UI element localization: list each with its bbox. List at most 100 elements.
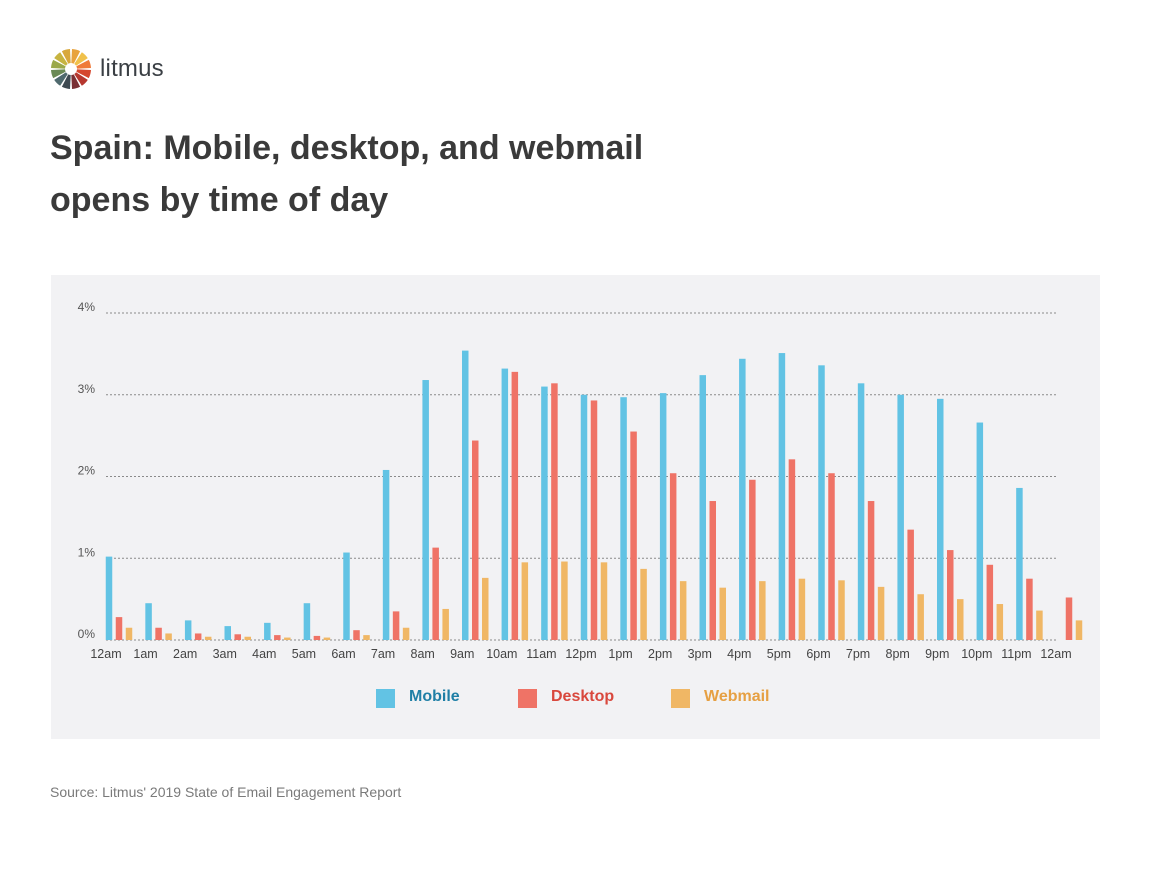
bar-mobile bbox=[857, 383, 865, 640]
y-tick-label: 0% bbox=[78, 627, 96, 641]
bar-webmail bbox=[917, 594, 924, 640]
bar-mobile bbox=[501, 368, 509, 640]
bar-desktop bbox=[947, 550, 954, 640]
bar-webmail bbox=[442, 608, 449, 640]
bar-webmail bbox=[204, 636, 212, 640]
x-tick-label: 11am bbox=[526, 647, 556, 661]
chart-title: Spain: Mobile, desktop, and webmail open… bbox=[50, 122, 750, 226]
bar-mobile bbox=[818, 365, 825, 640]
bar-webmail bbox=[402, 627, 410, 640]
bar-desktop bbox=[313, 635, 321, 640]
bar-desktop bbox=[669, 473, 677, 640]
brand-name: litmus bbox=[100, 55, 164, 82]
bar-desktop bbox=[788, 459, 796, 640]
bar-desktop bbox=[907, 529, 914, 640]
x-tick-label: 6pm bbox=[806, 647, 830, 661]
bar-webmail bbox=[1036, 610, 1043, 640]
bar-mobile bbox=[422, 380, 429, 640]
bar-chart: 0% 1% 2% 3% 4% 12am 1am 2am 3am 4am 5am 6am 7am 8am 9a… bbox=[78, 300, 1083, 708]
bar-mobile bbox=[264, 622, 271, 640]
bar-mobile bbox=[303, 603, 311, 640]
bar-mobile bbox=[343, 552, 350, 640]
x-tick-label: 7pm bbox=[846, 647, 870, 661]
x-tick-label: 8pm bbox=[886, 647, 910, 661]
x-tick-label: 12pm bbox=[565, 647, 596, 661]
bar-mobile bbox=[659, 393, 667, 640]
bar-mobile bbox=[105, 556, 113, 640]
bar-desktop bbox=[590, 400, 598, 640]
legend-swatch-webmail bbox=[671, 689, 690, 708]
bar-mobile bbox=[541, 386, 548, 640]
x-tick-label: 12am bbox=[1040, 647, 1071, 661]
legend-label-desktop: Desktop bbox=[551, 688, 614, 705]
bar-mobile bbox=[580, 394, 588, 640]
bar-desktop bbox=[709, 501, 716, 640]
bar-mobile bbox=[897, 394, 904, 640]
x-tick-label: 3am bbox=[213, 647, 237, 661]
bar-mobile bbox=[1016, 487, 1023, 640]
bar-desktop bbox=[274, 635, 281, 640]
x-tick-label: 12am bbox=[90, 647, 121, 661]
bar-desktop bbox=[749, 479, 756, 640]
bar-desktop bbox=[1065, 597, 1073, 640]
bar-mobile bbox=[382, 469, 390, 640]
bar-webmail bbox=[165, 633, 172, 640]
bar-desktop bbox=[551, 383, 558, 640]
bar-webmail bbox=[957, 599, 964, 641]
bar-mobile bbox=[937, 398, 944, 640]
bar-webmail bbox=[679, 581, 687, 640]
legend-label-mobile: Mobile bbox=[409, 688, 460, 705]
bar-webmail bbox=[244, 636, 251, 640]
bar-mobile bbox=[778, 353, 786, 640]
x-tick-label: 11pm bbox=[1001, 647, 1031, 661]
bar-webmail bbox=[323, 637, 331, 640]
bar-desktop bbox=[867, 501, 875, 640]
x-tick-label: 2am bbox=[173, 647, 197, 661]
x-tick-label: 8am bbox=[411, 647, 435, 661]
x-tick-label: 1pm bbox=[608, 647, 632, 661]
bar-webmail bbox=[640, 568, 647, 640]
bar-webmail bbox=[1075, 620, 1083, 640]
bar-desktop bbox=[432, 547, 439, 640]
bar-mobile bbox=[739, 358, 746, 640]
x-tick-label: 5am bbox=[292, 647, 316, 661]
bar-desktop bbox=[986, 564, 994, 640]
x-tick-label: 2pm bbox=[648, 647, 672, 661]
bar-webmail bbox=[759, 581, 766, 640]
x-tick-label: 9am bbox=[450, 647, 474, 661]
bar-desktop bbox=[511, 371, 519, 640]
bar-webmail bbox=[284, 637, 291, 640]
x-tick-label: 7am bbox=[371, 647, 395, 661]
y-tick-label: 2% bbox=[78, 464, 96, 478]
x-tick-label: 5pm bbox=[767, 647, 791, 661]
bar-webmail bbox=[125, 627, 133, 640]
legend-label-webmail: Webmail bbox=[704, 688, 770, 705]
x-tick-label: 1am bbox=[133, 647, 157, 661]
y-tick-label: 1% bbox=[78, 545, 96, 559]
legend-swatch-desktop bbox=[518, 689, 537, 708]
source-note: Source: Litmus' 2019 State of Email Enga… bbox=[50, 784, 402, 800]
x-tick-label: 3pm bbox=[688, 647, 712, 661]
bar-webmail bbox=[798, 578, 806, 640]
x-tick-label: 9pm bbox=[925, 647, 949, 661]
x-tick-label: 10am bbox=[486, 647, 517, 661]
bar-webmail bbox=[996, 604, 1004, 640]
x-tick-label: 4am bbox=[252, 647, 276, 661]
bar-webmail bbox=[600, 562, 608, 640]
bar-mobile bbox=[184, 620, 192, 640]
bar-webmail bbox=[521, 562, 529, 640]
bar-webmail bbox=[561, 561, 568, 640]
bar-desktop bbox=[353, 630, 360, 640]
y-tick-label: 3% bbox=[78, 382, 96, 396]
bar-mobile bbox=[224, 626, 231, 640]
x-tick-label: 10pm bbox=[961, 647, 992, 661]
title-line-2: opens by time of day bbox=[50, 181, 389, 219]
bar-desktop bbox=[472, 440, 479, 640]
bar-mobile bbox=[145, 603, 152, 640]
bar-webmail bbox=[482, 577, 489, 640]
x-tick-label: 4pm bbox=[727, 647, 751, 661]
bar-desktop bbox=[155, 627, 162, 640]
legend-swatch-mobile bbox=[376, 689, 395, 708]
litmus-logo: litmus bbox=[50, 48, 164, 90]
bar-webmail bbox=[877, 586, 885, 640]
